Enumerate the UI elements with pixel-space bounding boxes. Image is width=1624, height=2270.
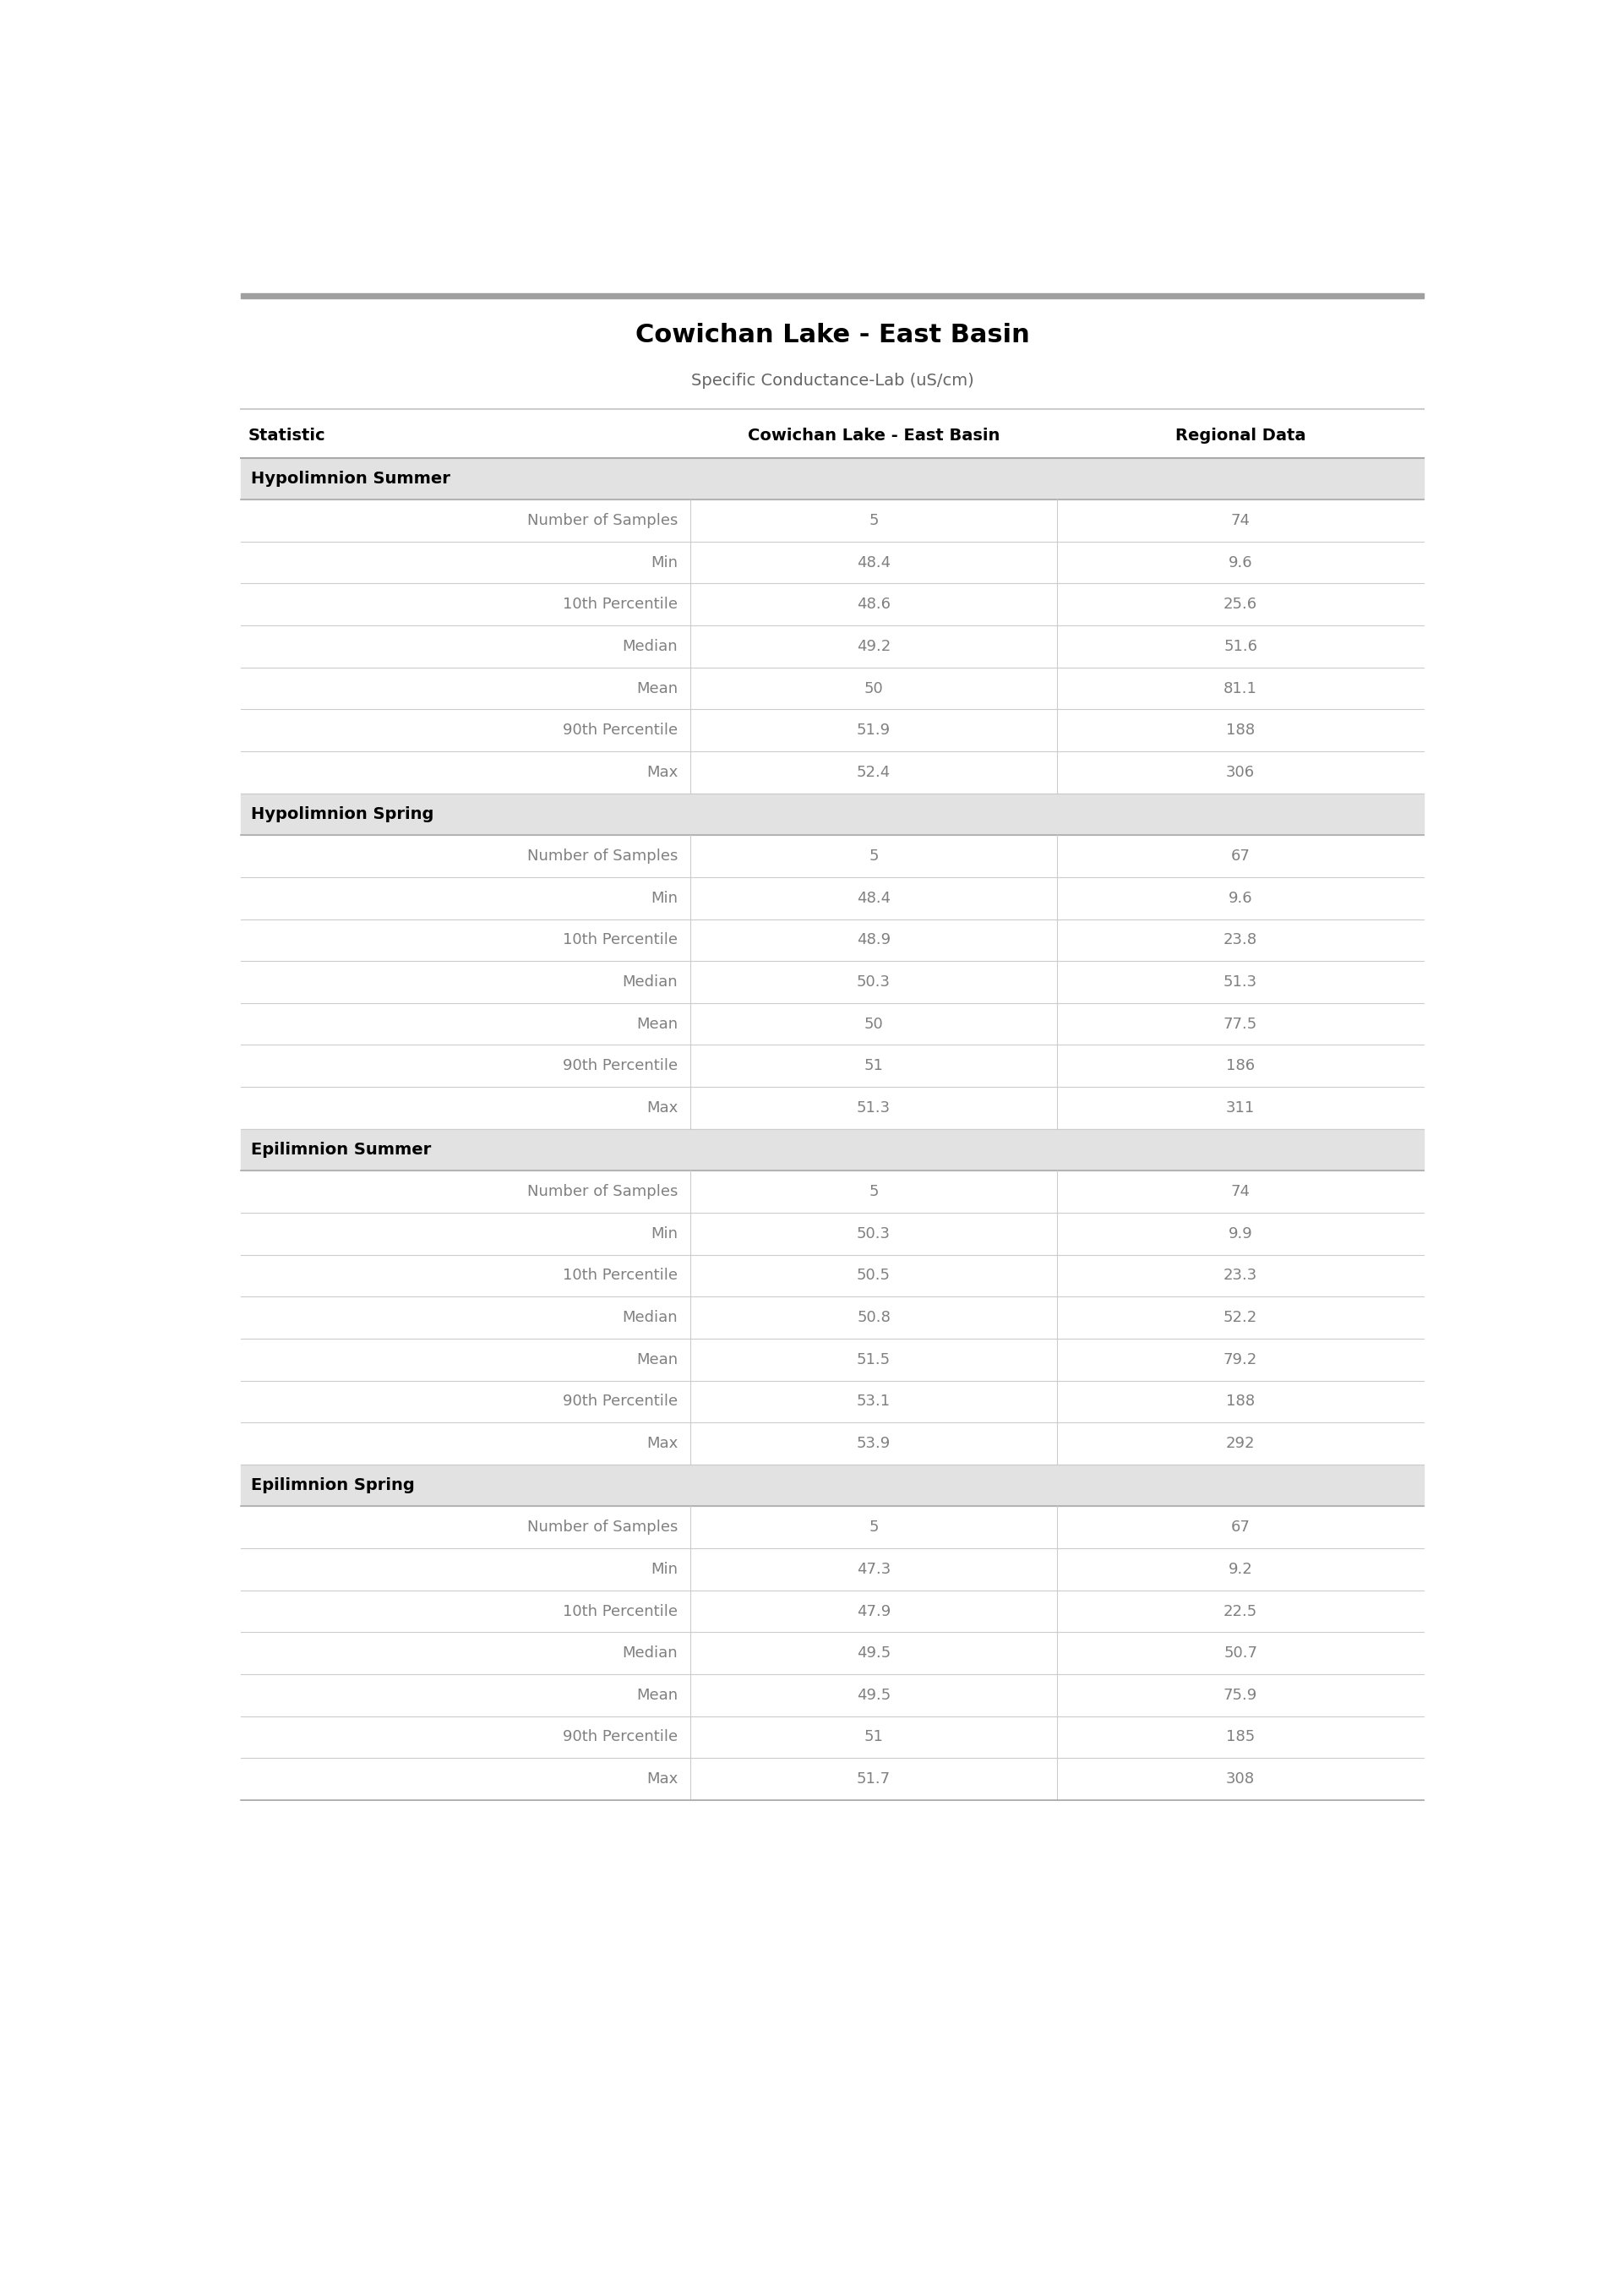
Text: 51: 51: [864, 1730, 883, 1746]
Text: 48.6: 48.6: [857, 597, 890, 613]
Text: Hypolimnion Summer: Hypolimnion Summer: [250, 470, 450, 486]
Text: 308: 308: [1226, 1771, 1255, 1786]
Bar: [240, 1128, 1424, 1171]
Text: Epilimnion Spring: Epilimnion Spring: [250, 1478, 414, 1494]
Text: 10th Percentile: 10th Percentile: [564, 1269, 677, 1283]
Text: 5: 5: [869, 849, 879, 865]
Text: 81.1: 81.1: [1223, 681, 1257, 697]
Text: Mean: Mean: [637, 681, 677, 697]
Text: 50.3: 50.3: [857, 974, 890, 990]
Bar: [240, 792, 1424, 835]
Bar: [240, 459, 1424, 499]
Text: 75.9: 75.9: [1223, 1687, 1257, 1702]
Text: 67: 67: [1231, 849, 1250, 865]
Text: 50: 50: [864, 681, 883, 697]
Text: 185: 185: [1226, 1730, 1255, 1746]
Text: 48.4: 48.4: [857, 554, 890, 570]
Text: 9.2: 9.2: [1228, 1562, 1252, 1578]
Text: Max: Max: [646, 1771, 677, 1786]
Text: 48.4: 48.4: [857, 890, 890, 906]
Text: 50: 50: [864, 1017, 883, 1031]
Text: Min: Min: [651, 1226, 677, 1242]
Text: 10th Percentile: 10th Percentile: [564, 1603, 677, 1619]
Text: Max: Max: [646, 1437, 677, 1451]
Text: 48.9: 48.9: [857, 933, 890, 947]
Text: Mean: Mean: [637, 1017, 677, 1031]
Text: Cowichan Lake - East Basin: Cowichan Lake - East Basin: [747, 427, 1000, 445]
Text: 50.5: 50.5: [857, 1269, 890, 1283]
Text: Max: Max: [646, 1101, 677, 1115]
Text: 51.7: 51.7: [857, 1771, 890, 1786]
Text: 22.5: 22.5: [1223, 1603, 1257, 1619]
Text: Cowichan Lake - East Basin: Cowichan Lake - East Basin: [635, 322, 1030, 347]
Text: 9.9: 9.9: [1228, 1226, 1252, 1242]
Text: Statistic: Statistic: [248, 427, 326, 445]
Text: 90th Percentile: 90th Percentile: [564, 1730, 677, 1746]
Text: 51.5: 51.5: [857, 1353, 890, 1367]
Text: Min: Min: [651, 1562, 677, 1578]
Text: Hypolimnion Spring: Hypolimnion Spring: [250, 806, 434, 822]
Text: Min: Min: [651, 890, 677, 906]
Text: 47.9: 47.9: [857, 1603, 890, 1619]
Text: 51.6: 51.6: [1223, 638, 1257, 654]
Text: 188: 188: [1226, 722, 1255, 738]
Text: 51: 51: [864, 1058, 883, 1074]
Text: Number of Samples: Number of Samples: [528, 513, 677, 529]
Text: 53.1: 53.1: [857, 1394, 890, 1410]
Text: 23.3: 23.3: [1223, 1269, 1257, 1283]
Text: 67: 67: [1231, 1521, 1250, 1535]
Text: 49.5: 49.5: [857, 1646, 890, 1662]
Text: Number of Samples: Number of Samples: [528, 849, 677, 865]
Text: 74: 74: [1231, 513, 1250, 529]
Text: 90th Percentile: 90th Percentile: [564, 1394, 677, 1410]
Text: Mean: Mean: [637, 1353, 677, 1367]
Text: 49.2: 49.2: [857, 638, 890, 654]
Text: Epilimnion Summer: Epilimnion Summer: [250, 1142, 430, 1158]
Text: 50.8: 50.8: [857, 1310, 890, 1326]
Text: 186: 186: [1226, 1058, 1255, 1074]
Text: 50.3: 50.3: [857, 1226, 890, 1242]
Text: 25.6: 25.6: [1223, 597, 1257, 613]
Bar: [240, 293, 1424, 300]
Text: 79.2: 79.2: [1223, 1353, 1257, 1367]
Text: 9.6: 9.6: [1228, 890, 1252, 906]
Text: 90th Percentile: 90th Percentile: [564, 722, 677, 738]
Text: 52.2: 52.2: [1223, 1310, 1257, 1326]
Text: 311: 311: [1226, 1101, 1255, 1115]
Text: Specific Conductance-Lab (uS/cm): Specific Conductance-Lab (uS/cm): [690, 372, 974, 388]
Text: 49.5: 49.5: [857, 1687, 890, 1702]
Text: 50.7: 50.7: [1223, 1646, 1257, 1662]
Text: Median: Median: [622, 638, 677, 654]
Text: 51.3: 51.3: [1223, 974, 1257, 990]
Text: Median: Median: [622, 1310, 677, 1326]
Text: 23.8: 23.8: [1223, 933, 1257, 947]
Text: 74: 74: [1231, 1185, 1250, 1199]
Text: 90th Percentile: 90th Percentile: [564, 1058, 677, 1074]
Text: 306: 306: [1226, 765, 1255, 781]
Text: 9.6: 9.6: [1228, 554, 1252, 570]
Text: 52.4: 52.4: [857, 765, 890, 781]
Text: Min: Min: [651, 554, 677, 570]
Text: 77.5: 77.5: [1223, 1017, 1257, 1031]
Text: 5: 5: [869, 513, 879, 529]
Text: 53.9: 53.9: [857, 1437, 890, 1451]
Text: 292: 292: [1226, 1437, 1255, 1451]
Text: Regional Data: Regional Data: [1176, 427, 1306, 445]
Text: 188: 188: [1226, 1394, 1255, 1410]
Text: 10th Percentile: 10th Percentile: [564, 597, 677, 613]
Bar: [240, 1464, 1424, 1507]
Text: 47.3: 47.3: [857, 1562, 890, 1578]
Text: 10th Percentile: 10th Percentile: [564, 933, 677, 947]
Text: Number of Samples: Number of Samples: [528, 1185, 677, 1199]
Text: Number of Samples: Number of Samples: [528, 1521, 677, 1535]
Text: 5: 5: [869, 1185, 879, 1199]
Text: 5: 5: [869, 1521, 879, 1535]
Text: Mean: Mean: [637, 1687, 677, 1702]
Text: Median: Median: [622, 1646, 677, 1662]
Text: 51.9: 51.9: [857, 722, 890, 738]
Text: 51.3: 51.3: [857, 1101, 890, 1115]
Text: Median: Median: [622, 974, 677, 990]
Text: Max: Max: [646, 765, 677, 781]
